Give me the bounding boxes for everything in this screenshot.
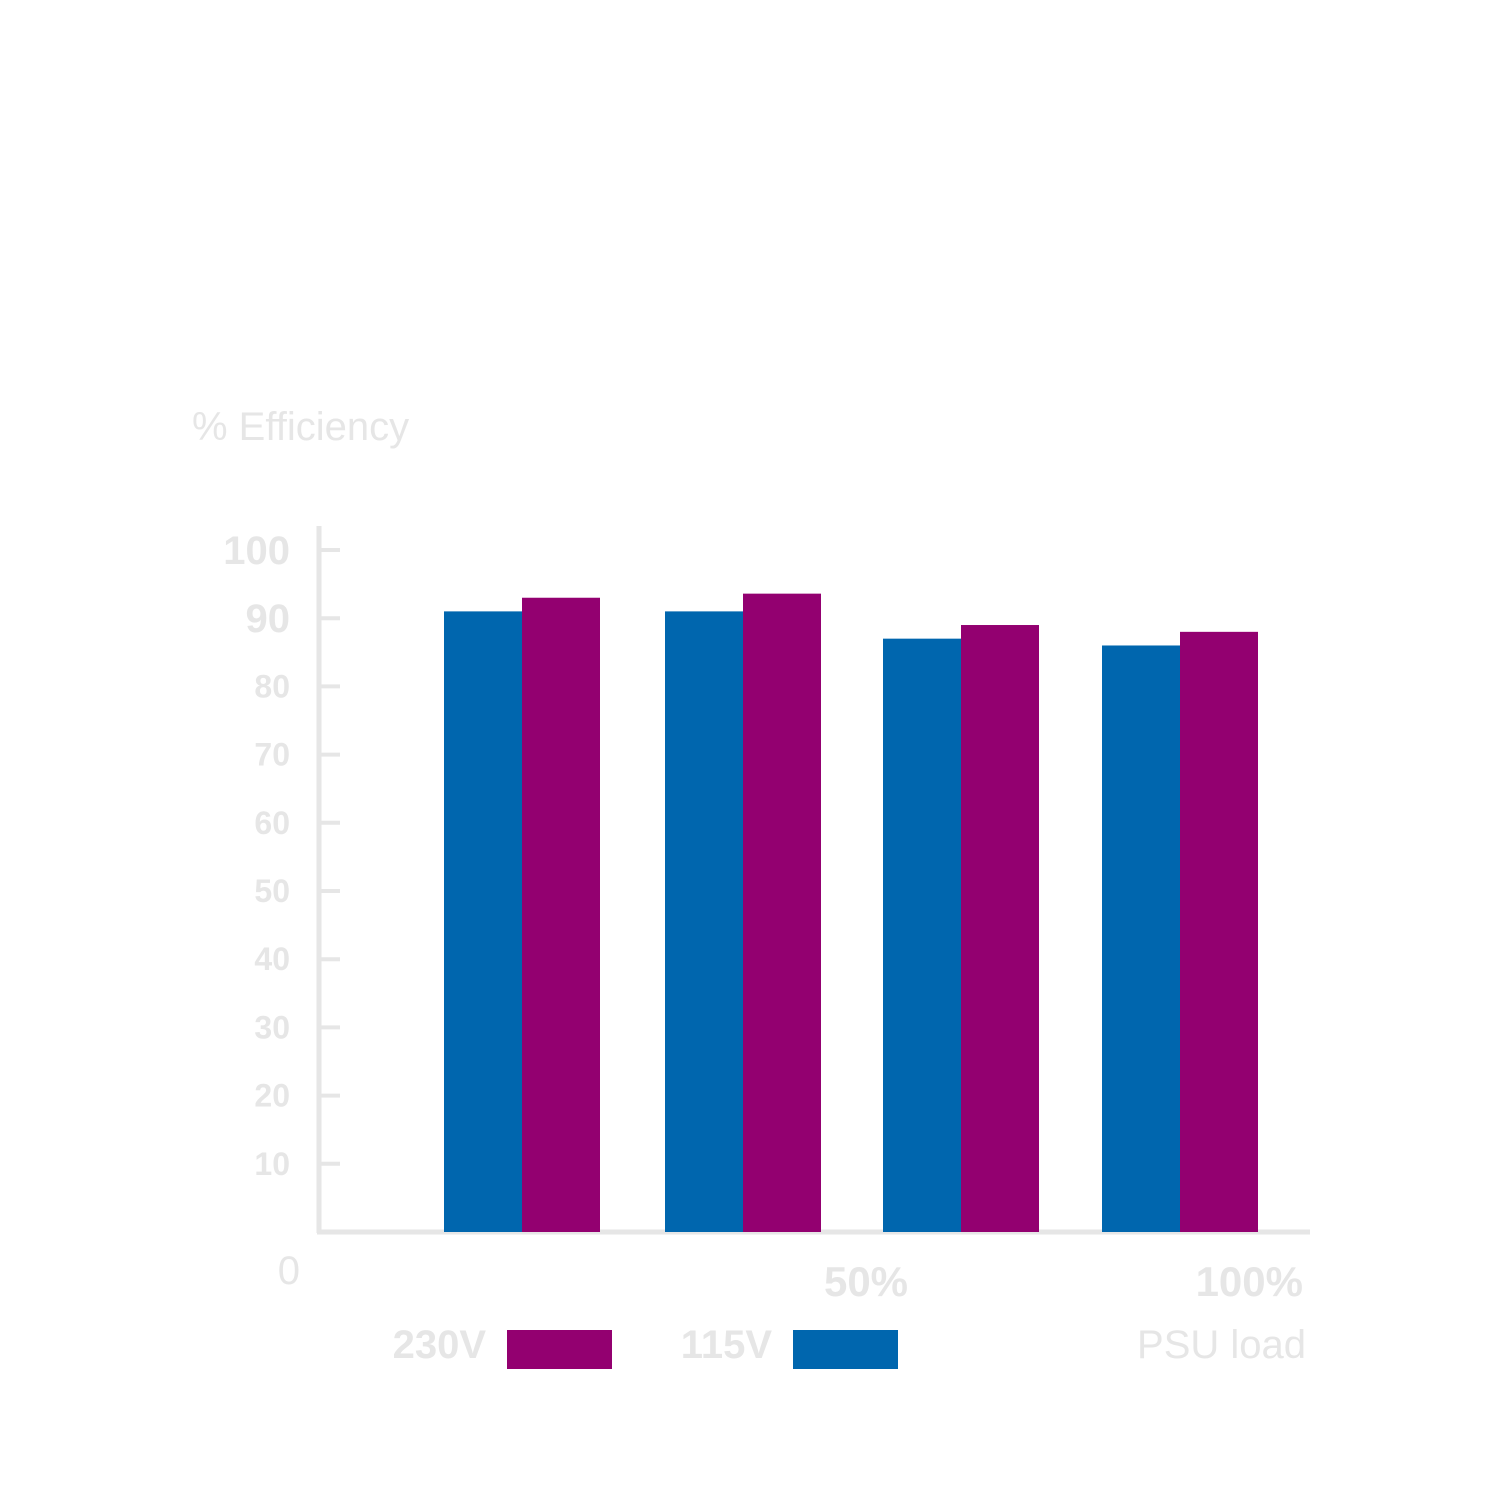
- x-tick-label: 100%: [1196, 1258, 1303, 1305]
- bars: [444, 593, 1258, 1232]
- y-tick-label: 70: [254, 737, 290, 773]
- x-tick-label: 50%: [824, 1258, 908, 1305]
- y-tick-label: 40: [254, 941, 290, 977]
- x-tick-labels: 50% 100%: [824, 1258, 1303, 1305]
- legend-swatch-115v: [793, 1330, 898, 1369]
- bar-230v-3: [961, 625, 1039, 1232]
- y-tick-label: 100: [223, 529, 290, 573]
- legend-label-230v: 230V: [393, 1323, 487, 1367]
- bar-115v-3: [883, 638, 961, 1232]
- legend-swatch-230v: [507, 1330, 612, 1369]
- y-ticks: 100 90 80 70 60 50 40 30 20 10: [223, 529, 340, 1182]
- y-tick-label: 10: [254, 1146, 290, 1182]
- zero-label: 0: [278, 1249, 300, 1293]
- bar-230v-2: [743, 593, 821, 1232]
- bar-115v-4: [1102, 645, 1180, 1232]
- legend-label-115v: 115V: [681, 1323, 773, 1367]
- y-tick-label: 50: [254, 873, 290, 909]
- y-tick-label: 80: [254, 668, 290, 704]
- bar-230v-1: [522, 597, 600, 1232]
- y-tick-label: 60: [254, 805, 290, 841]
- bar-230v-4: [1180, 631, 1258, 1232]
- bar-115v-2: [665, 611, 743, 1232]
- y-tick-label: 20: [254, 1078, 290, 1114]
- y-tick-label: 90: [246, 597, 291, 641]
- x-axis-title: PSU load: [1137, 1323, 1306, 1367]
- bar-115v-1: [444, 611, 522, 1232]
- y-tick-label: 30: [254, 1009, 290, 1045]
- y-axis-title: % Efficiency: [192, 405, 409, 449]
